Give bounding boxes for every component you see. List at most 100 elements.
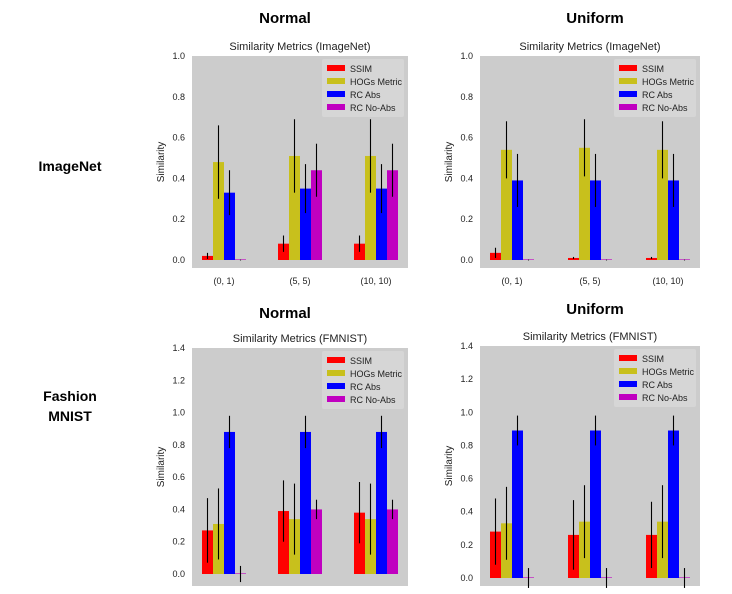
bar-rc-abs-5-5 xyxy=(590,180,601,260)
bar-ssim-10-10 xyxy=(646,257,657,260)
y-tick-label: 0.0 xyxy=(172,255,185,265)
bar-hogs-metric-0-1 xyxy=(213,162,224,260)
legend-label-rc-no-abs: RC No-Abs xyxy=(642,393,688,403)
y-tick-label: 1.0 xyxy=(172,408,185,418)
bar-hogs-metric-0-1 xyxy=(501,149,512,260)
y-axis-label: Similarity xyxy=(444,446,455,487)
y-tick-label: 0.6 xyxy=(460,133,473,143)
legend-label-rc-no-abs: RC No-Abs xyxy=(350,103,396,113)
bar-hogs-metric-10-10 xyxy=(657,149,668,260)
bar-rc-abs-10-10 xyxy=(376,431,387,574)
legend-label-hogs-metric: HOGs Metric xyxy=(642,367,695,377)
y-tick-label: 1.0 xyxy=(460,51,473,61)
bar-rc-abs-0-1 xyxy=(512,180,523,260)
bar-hogs-metric-10-10 xyxy=(365,155,376,260)
y-tick-label: 0.2 xyxy=(172,214,185,224)
bar-rc-no-abs-5-5 xyxy=(311,509,322,574)
bar-hogs-metric-5-5 xyxy=(289,155,300,260)
y-tick-label: 0.6 xyxy=(172,472,185,482)
bar-rc-abs-0-1 xyxy=(224,192,235,260)
chart-title: Similarity Metrics (ImageNet) xyxy=(519,41,660,53)
legend-label-ssim: SSIM xyxy=(642,354,664,364)
bar-rc-abs-5-5 xyxy=(300,188,311,260)
legend-swatch-ssim xyxy=(619,65,637,71)
bar-rc-abs-5-5 xyxy=(590,430,601,578)
y-tick-label: 0.8 xyxy=(172,440,185,450)
y-tick-label: 1.2 xyxy=(460,374,473,384)
legend-label-hogs-metric: HOGs Metric xyxy=(350,77,403,87)
bar-rc-abs-10-10 xyxy=(376,188,387,260)
column-header-normal-top: Normal xyxy=(259,10,311,27)
y-tick-label: 0.2 xyxy=(460,540,473,550)
legend-swatch-rc-no-abs xyxy=(327,396,345,402)
y-tick-label: 0.2 xyxy=(172,537,185,547)
y-tick-label: 1.4 xyxy=(460,341,473,351)
y-tick-label: 0.0 xyxy=(460,573,473,583)
legend-swatch-rc-no-abs xyxy=(619,394,637,400)
legend xyxy=(614,59,696,117)
bar-ssim-10-10 xyxy=(354,512,365,574)
legend-label-rc-no-abs: RC No-Abs xyxy=(642,103,688,113)
y-tick-label: 0.4 xyxy=(172,173,185,183)
y-tick-label: 1.0 xyxy=(172,51,185,61)
legend-swatch-rc-abs xyxy=(327,91,345,97)
chart-fmnist-uniform: Similarity Metrics (FMNIST) 0.0 0.2 0.4 0.6 0… xyxy=(444,331,700,588)
x-tick-label: (5, 5) xyxy=(579,276,600,286)
column-header-uniform-top: Uniform xyxy=(566,10,624,27)
legend-swatch-ssim xyxy=(327,357,345,363)
chart-title: Similarity Metrics (FMNIST) xyxy=(523,331,657,343)
chart-imagenet-normal: Similarity Metrics (ImageNet) 0.0 0.2 0.4 0.… xyxy=(156,41,408,286)
legend-swatch-ssim xyxy=(619,355,637,361)
y-tick-label: 0.0 xyxy=(460,255,473,265)
legend-swatch-hogs-metric xyxy=(327,78,345,84)
legend-swatch-rc-no-abs xyxy=(327,104,345,110)
y-tick-label: 0.6 xyxy=(460,474,473,484)
y-tick-label: 0.4 xyxy=(460,173,473,183)
chart-imagenet-uniform: Similarity Metrics (ImageNet) 0.0 0.2 0.4 0.… xyxy=(444,41,700,286)
y-axis-label: Similarity xyxy=(156,142,167,183)
legend-label-rc-no-abs: RC No-Abs xyxy=(350,395,396,405)
bar-rc-abs-10-10 xyxy=(668,180,679,260)
bar-hogs-metric-5-5 xyxy=(579,147,590,260)
bar-ssim-5-5 xyxy=(568,257,579,260)
x-tick-label: (0, 1) xyxy=(501,276,522,286)
bar-rc-no-abs-5-5 xyxy=(311,170,322,260)
legend-label-ssim: SSIM xyxy=(642,64,664,74)
legend-label-rc-abs: RC Abs xyxy=(642,380,673,390)
y-axis-label: Similarity xyxy=(444,142,455,183)
bar-rc-no-abs-10-10 xyxy=(387,509,398,574)
bar-rc-abs-0-1 xyxy=(224,431,235,574)
legend-label-rc-abs: RC Abs xyxy=(350,90,381,100)
legend-swatch-rc-abs xyxy=(327,383,345,389)
legend-label-rc-abs: RC Abs xyxy=(350,382,381,392)
bar-rc-abs-10-10 xyxy=(668,430,679,578)
legend xyxy=(322,351,404,409)
y-tick-label: 1.4 xyxy=(172,343,185,353)
legend-swatch-rc-no-abs xyxy=(619,104,637,110)
legend-swatch-ssim xyxy=(327,65,345,71)
y-tick-label: 1.2 xyxy=(172,375,185,385)
x-tick-label: (0, 1) xyxy=(213,276,234,286)
row-label-imagenet: ImageNet xyxy=(38,158,102,174)
y-tick-label: 0.2 xyxy=(460,214,473,224)
x-tick-label: (10, 10) xyxy=(652,276,683,286)
bar-ssim-5-5 xyxy=(278,511,289,574)
y-tick-label: 0.4 xyxy=(460,507,473,517)
legend-label-hogs-metric: HOGs Metric xyxy=(350,369,403,379)
legend xyxy=(614,349,696,407)
legend-swatch-hogs-metric xyxy=(619,368,637,374)
legend-label-ssim: SSIM xyxy=(350,356,372,366)
legend-label-rc-abs: RC Abs xyxy=(642,90,673,100)
y-tick-label: 0.8 xyxy=(460,92,473,102)
legend-label-ssim: SSIM xyxy=(350,64,372,74)
x-tick-label: (10, 10) xyxy=(360,276,391,286)
y-tick-label: 0.8 xyxy=(172,92,185,102)
x-tick-label: (5, 5) xyxy=(289,276,310,286)
chart-title: Similarity Metrics (FMNIST) xyxy=(233,333,367,345)
y-tick-label: 0.8 xyxy=(460,440,473,450)
legend xyxy=(322,59,404,117)
chart-fmnist-normal: Similarity Metrics (FMNIST) 0.0 0.2 0.4 0.6 0… xyxy=(156,333,408,586)
column-header-uniform-bottom: Uniform xyxy=(566,301,624,318)
legend-swatch-rc-abs xyxy=(619,91,637,97)
bar-rc-no-abs-10-10 xyxy=(387,170,398,260)
